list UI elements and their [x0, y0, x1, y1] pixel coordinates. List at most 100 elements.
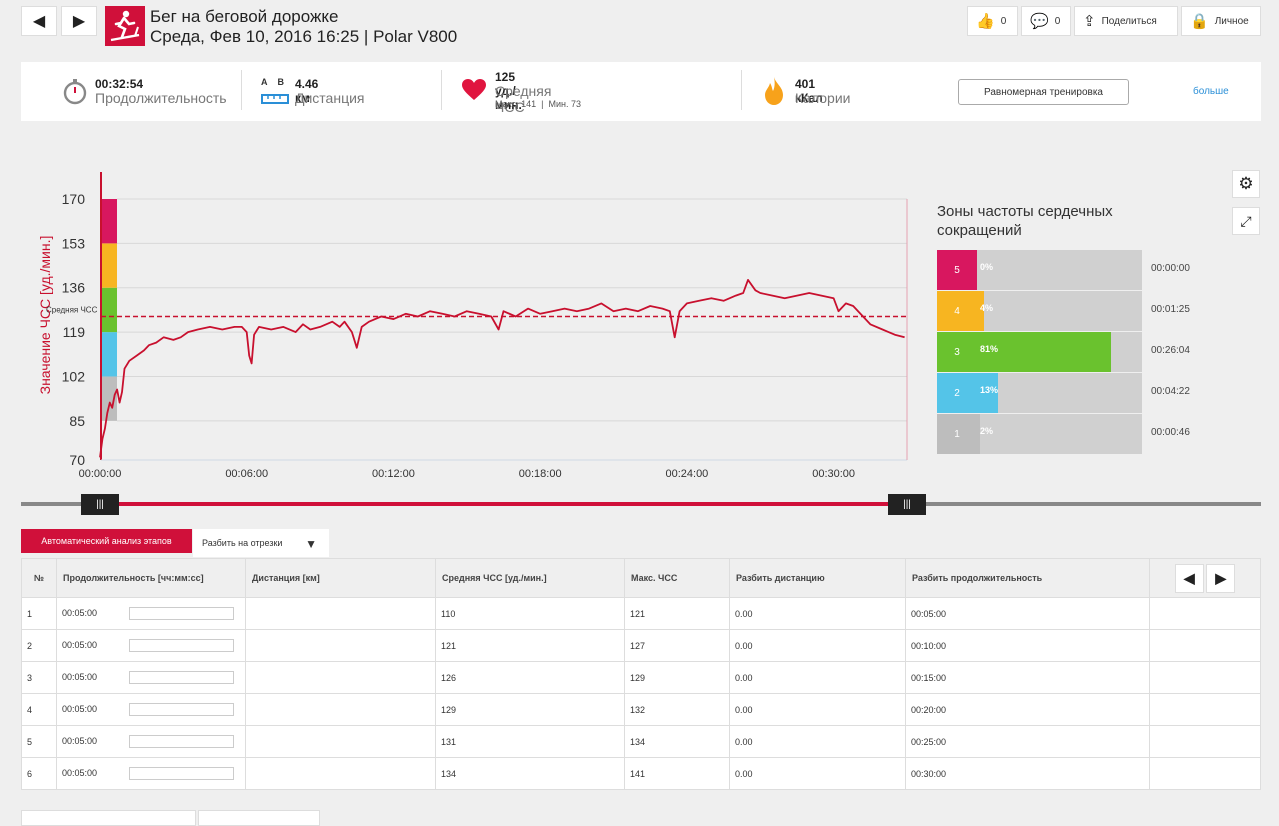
- table-cell: 0.00: [729, 597, 906, 630]
- zone-time: 00:04:22: [1151, 386, 1190, 397]
- table-cell: 0.00: [729, 725, 906, 758]
- x-tick-label: 00:30:00: [812, 468, 855, 480]
- zone-band: [101, 332, 117, 377]
- prev-session-button[interactable]: ◀: [21, 6, 57, 36]
- hr-zone-4: 4 4%: [937, 291, 1142, 331]
- x-tick-label: 00:18:00: [519, 468, 562, 480]
- table-prev-button[interactable]: ◀: [1174, 563, 1204, 593]
- tab-auto-laps[interactable]: Автоматический анализ этапов: [21, 529, 192, 553]
- table-cell-empty: [1149, 597, 1261, 630]
- training-type-button[interactable]: Равномерная тренировка: [958, 79, 1129, 105]
- x-tick-label: 00:24:00: [665, 468, 708, 480]
- x-tick-label: 00:12:00: [372, 468, 415, 480]
- table-cell: [245, 693, 436, 726]
- bottom-tab-1[interactable]: [21, 810, 196, 826]
- duration-bar: [129, 671, 235, 684]
- y-tick-label: 136: [62, 280, 86, 296]
- distance-ab-icon: A B: [261, 77, 285, 87]
- table-row[interactable]: 2 00:05:00 121 127 0.00 00:10:00: [21, 629, 1261, 662]
- zone-percent: 81%: [980, 344, 999, 354]
- table-next-button[interactable]: ▶: [1206, 563, 1236, 593]
- y-tick-label: 153: [62, 235, 86, 251]
- table-cell: 6: [21, 757, 57, 790]
- table-row[interactable]: 1 00:05:00 110 121 0.00 00:05:00: [21, 597, 1261, 630]
- average-hr-label: Средняя ЧСС: [46, 305, 98, 314]
- table-cell: [245, 597, 436, 630]
- zone-bar-fill: [937, 291, 984, 331]
- range-handle-end[interactable]: |||: [888, 494, 926, 515]
- zone-number: 5: [954, 264, 960, 276]
- cell-duration: 00:05:00: [56, 725, 246, 758]
- gear-icon: ⚙: [1238, 174, 1254, 193]
- table-cell: 3: [21, 661, 57, 694]
- thumbs-up-icon: 👍: [976, 13, 995, 30]
- tab-split-dropdown[interactable]: Разбить на отрезки ▼: [193, 529, 329, 557]
- table-row[interactable]: 4 00:05:00 129 132 0.00 00:20:00: [21, 693, 1261, 726]
- zone-percent: 13%: [980, 385, 999, 395]
- chart-settings-button[interactable]: ⚙: [1232, 170, 1260, 198]
- cell-duration: 00:05:00: [56, 693, 246, 726]
- col-paging: ◀ ▶: [1149, 558, 1261, 598]
- treadmill-icon: [105, 6, 145, 46]
- col-avg-hr: Средняя ЧСС [уд./мин.]: [435, 558, 625, 598]
- zone-number: 4: [954, 305, 960, 317]
- duration-text: 00:05:00: [62, 767, 98, 778]
- zone-band: [101, 287, 117, 333]
- hr-zones-title: Зоны частоты сердечных сокращений: [937, 203, 1113, 239]
- table-cell-empty: [1149, 693, 1261, 726]
- next-session-button[interactable]: ▶: [61, 6, 97, 36]
- table-cell: [245, 629, 436, 662]
- zone-time: 00:01:25: [1151, 304, 1190, 315]
- zone-bar-fill: [937, 332, 1111, 372]
- zone-number: 1: [954, 428, 960, 440]
- comment-icon: 💬: [1030, 13, 1049, 30]
- hr-label: Средняя ЧСС: [495, 83, 552, 115]
- range-handle-start[interactable]: |||: [81, 494, 119, 515]
- zone-percent: 2%: [980, 426, 994, 436]
- arrow-left-icon: ◀: [32, 13, 46, 30]
- table-cell: 129: [624, 661, 730, 694]
- table-cell: 121: [435, 629, 625, 662]
- table-cell: 0.00: [729, 629, 906, 662]
- zone-time: 00:00:46: [1151, 427, 1190, 438]
- cell-duration: 00:05:00: [56, 597, 246, 630]
- hr-zone-2: 2 13%: [937, 373, 1142, 413]
- duration-text: 00:05:00: [62, 639, 98, 650]
- y-tick-label: 85: [69, 413, 85, 429]
- duration-bar: [129, 735, 235, 748]
- duration-text: 00:05:00: [62, 671, 98, 682]
- table-cell: 00:05:00: [905, 597, 1150, 630]
- table-row[interactable]: 6 00:05:00 134 141 0.00 00:30:00: [21, 757, 1261, 790]
- table-cell: 0.00: [729, 757, 906, 790]
- share-button[interactable]: ⇪ Поделиться: [1074, 6, 1178, 36]
- duration-value: 00:32:54: [95, 77, 144, 91]
- more-link[interactable]: больше: [1193, 86, 1229, 97]
- ruler-icon: [261, 94, 289, 104]
- cell-duration: 00:05:00: [56, 757, 246, 790]
- bottom-tab-2[interactable]: [198, 810, 320, 826]
- table-cell: 00:25:00: [905, 725, 1150, 758]
- like-button[interactable]: 👍 0: [967, 6, 1018, 36]
- zone-time: 00:00:00: [1151, 263, 1190, 274]
- duration-bar: [129, 703, 235, 716]
- duration-text: 00:05:00: [62, 703, 98, 714]
- cell-duration: 00:05:00: [56, 629, 246, 662]
- table-cell: 129: [435, 693, 625, 726]
- table-cell: 126: [435, 661, 625, 694]
- range-selected: [100, 502, 906, 506]
- calories-value: 401 кКал: [795, 77, 823, 105]
- table-cell-empty: [1149, 757, 1261, 790]
- zone-band: [101, 376, 117, 421]
- share-label: Поделиться: [1101, 15, 1157, 27]
- comment-button[interactable]: 💬 0: [1021, 6, 1071, 36]
- table-row[interactable]: 5 00:05:00 131 134 0.00 00:25:00: [21, 725, 1261, 758]
- hr-series-line: [99, 279, 905, 458]
- table-cell: 127: [624, 629, 730, 662]
- table-row[interactable]: 3 00:05:00 126 129 0.00 00:15:00: [21, 661, 1261, 694]
- fullscreen-button[interactable]: ⤢: [1232, 207, 1260, 235]
- col-number: №: [21, 558, 57, 598]
- privacy-button[interactable]: 🔒 Личное: [1181, 6, 1261, 36]
- table-cell-empty: [1149, 661, 1261, 694]
- table-cell: 0.00: [729, 693, 906, 726]
